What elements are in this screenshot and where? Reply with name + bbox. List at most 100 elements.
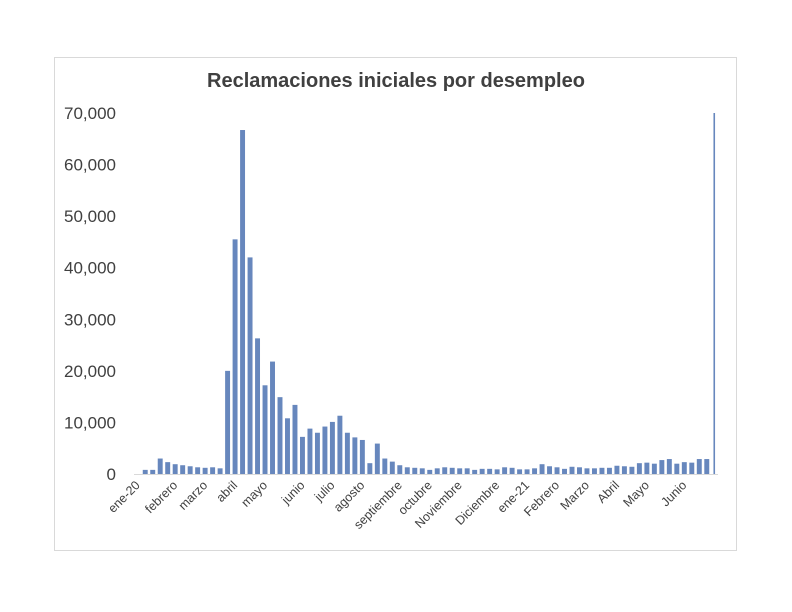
x-tick-label: agosto <box>331 478 367 514</box>
bar <box>449 467 455 474</box>
bar <box>457 468 463 474</box>
bar <box>172 464 178 474</box>
bar <box>314 432 320 474</box>
bar <box>644 462 650 474</box>
bar <box>502 467 508 474</box>
bar <box>359 439 365 474</box>
bar <box>150 469 156 474</box>
bar <box>165 462 171 474</box>
bar <box>202 467 208 474</box>
bar <box>285 418 290 474</box>
bar <box>517 469 523 474</box>
bar <box>621 466 627 474</box>
y-tick-label: 30,000 <box>64 310 116 329</box>
bar <box>329 421 335 474</box>
bar <box>532 468 538 474</box>
x-tick-label: marzo <box>176 478 210 512</box>
bar <box>277 397 283 474</box>
bar <box>599 467 605 474</box>
bar <box>225 370 231 474</box>
x-tick-label: abril <box>214 478 241 505</box>
bar <box>681 462 687 474</box>
bar <box>562 468 567 474</box>
y-tick-label: 0 <box>107 465 116 484</box>
y-tick-label: 40,000 <box>64 259 116 278</box>
bar <box>389 461 395 474</box>
y-tick-label: 10,000 <box>64 413 116 432</box>
bar <box>509 467 515 474</box>
y-tick-label: 60,000 <box>64 156 116 175</box>
bar <box>374 443 380 474</box>
bar <box>397 465 403 474</box>
bar <box>577 467 582 474</box>
x-tick-label: julio <box>311 478 337 504</box>
bar <box>232 239 238 474</box>
bar <box>195 467 201 474</box>
x-tick-label: Junio <box>658 478 689 509</box>
bar <box>427 469 433 474</box>
y-tick-label: 70,000 <box>64 104 116 123</box>
bar <box>524 469 530 474</box>
x-tick-label: Mayo <box>620 478 652 510</box>
bar <box>487 468 493 474</box>
bar <box>547 466 553 474</box>
bar <box>659 460 665 474</box>
bar <box>554 467 560 474</box>
x-tick-label: mayo <box>239 478 271 510</box>
bar <box>352 437 358 474</box>
y-tick-label: 50,000 <box>64 207 116 226</box>
bar <box>240 130 246 475</box>
y-axis: 0 10,000 20,000 30,000 40,000 50,000 60,000 70,… <box>64 104 116 484</box>
bar <box>255 338 261 474</box>
bar <box>187 466 193 474</box>
bar <box>713 113 716 474</box>
bar <box>472 469 478 474</box>
bar <box>666 459 672 474</box>
bar <box>479 468 485 474</box>
bar <box>584 468 590 474</box>
bar <box>442 467 448 474</box>
bar <box>337 415 343 474</box>
bar <box>367 463 373 474</box>
bar <box>434 468 440 474</box>
bar <box>247 257 253 474</box>
bar <box>412 467 418 474</box>
bar <box>157 458 163 474</box>
bar <box>419 468 425 474</box>
bar <box>142 469 148 474</box>
bar <box>704 459 710 474</box>
bar <box>382 458 388 474</box>
bar <box>539 464 545 474</box>
chart-title: Reclamaciones iniciales por desempleo <box>207 70 585 92</box>
bar <box>636 463 642 474</box>
bar <box>270 361 275 474</box>
bar <box>629 466 635 474</box>
bar <box>217 468 223 474</box>
bar <box>591 468 597 474</box>
bar <box>299 436 305 474</box>
bar-series <box>142 113 716 475</box>
bar <box>494 469 500 474</box>
x-tick-label: Abril <box>594 478 622 506</box>
bar <box>292 404 298 474</box>
bar <box>322 426 328 474</box>
bar <box>404 467 410 474</box>
bar <box>210 467 216 474</box>
x-tick-label: junio <box>278 478 307 507</box>
bar <box>307 428 313 474</box>
bar <box>606 467 612 474</box>
bar <box>569 466 575 474</box>
bar <box>344 432 350 474</box>
bar <box>262 385 268 474</box>
bar <box>180 465 186 474</box>
bar <box>696 459 702 474</box>
x-tick-label: febrero <box>142 478 180 516</box>
bar <box>464 468 470 474</box>
x-tick-label: Marzo <box>558 478 592 512</box>
bar <box>689 462 695 474</box>
bar <box>651 463 657 474</box>
bar <box>614 465 620 474</box>
bar <box>674 463 680 474</box>
